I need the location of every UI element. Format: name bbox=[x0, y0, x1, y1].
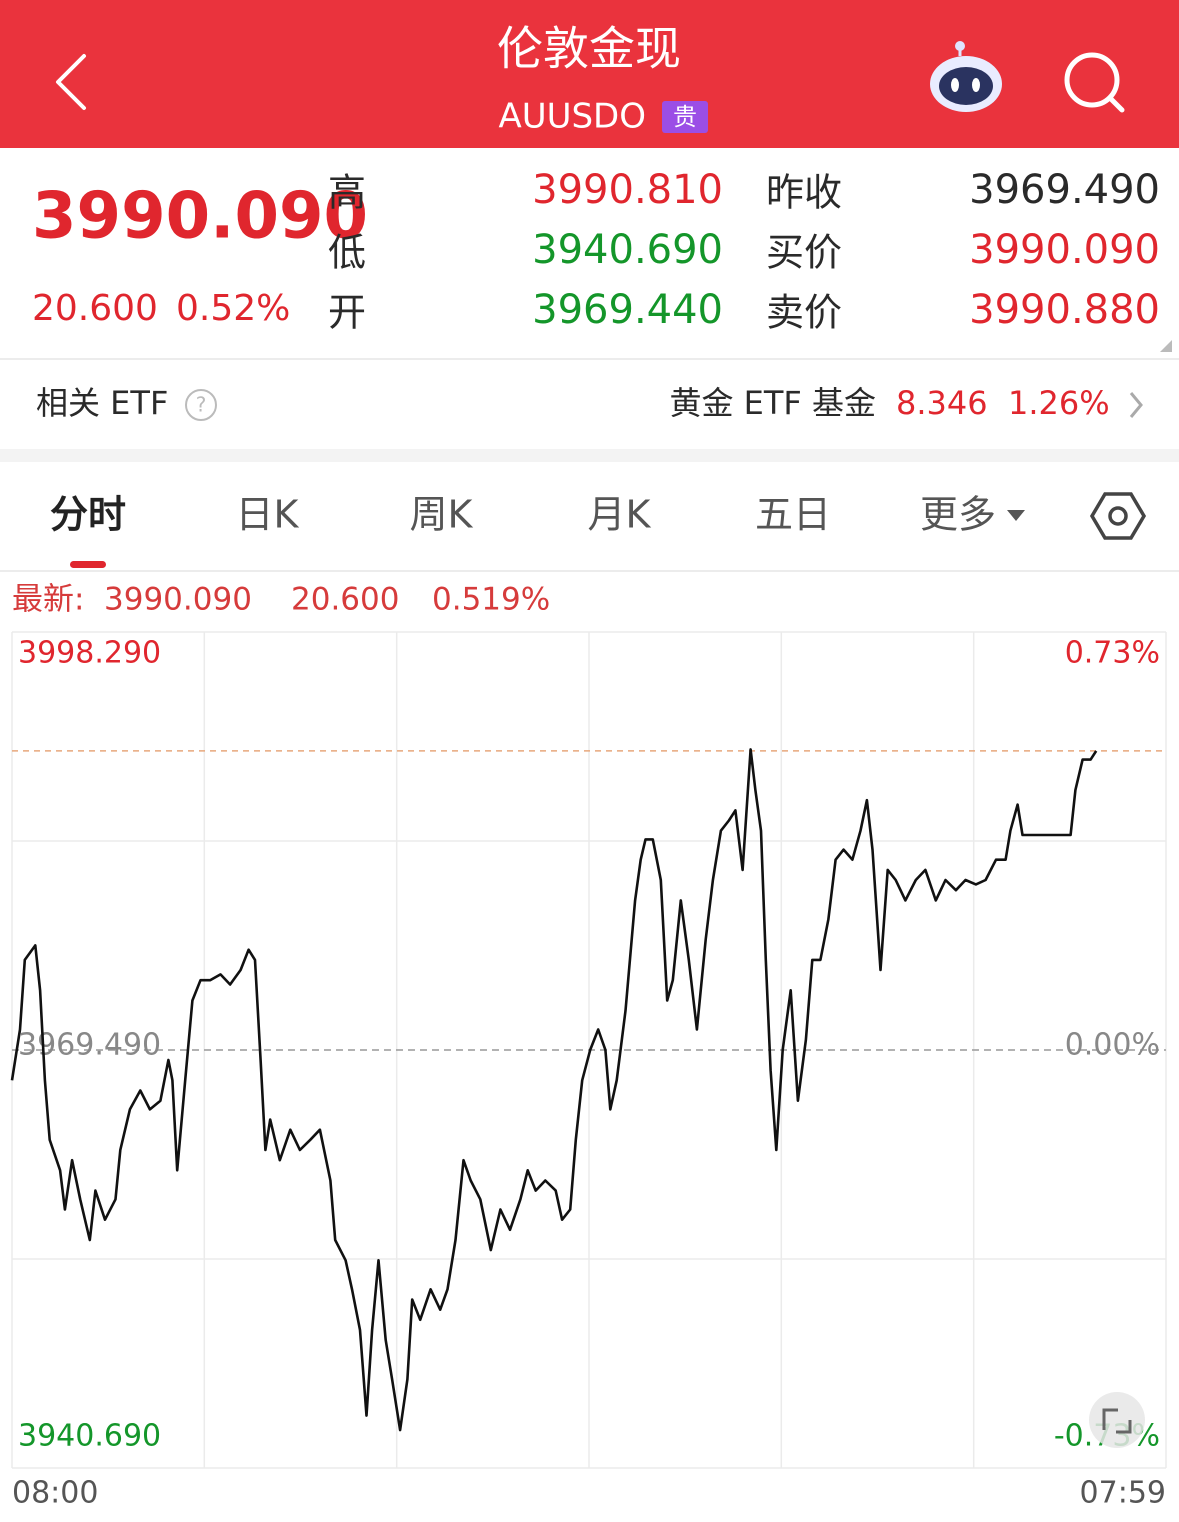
x-tick-label: 07:59 bbox=[1080, 1476, 1166, 1511]
help-icon[interactable]: ? bbox=[185, 389, 217, 421]
header-title: 伦敦金现 bbox=[497, 22, 681, 76]
tab[interactable]: 周K bbox=[410, 493, 474, 537]
stat-label: 卖价 bbox=[766, 291, 842, 335]
stat-label: 买价 bbox=[766, 231, 842, 275]
back-button[interactable] bbox=[56, 54, 86, 110]
tab-active[interactable]: 分时 bbox=[50, 493, 126, 537]
price-change-pct: 0.52% bbox=[176, 288, 290, 329]
robot-icon[interactable] bbox=[930, 41, 1002, 112]
tab[interactable]: 月K bbox=[588, 493, 652, 537]
dropdown-arrow[interactable] bbox=[1007, 510, 1025, 521]
section-gap bbox=[0, 449, 1179, 462]
price-line bbox=[10, 748, 1098, 1432]
latest-change-pct: 0.519% bbox=[432, 582, 550, 618]
stat-value: 3990.090 bbox=[969, 227, 1160, 273]
stat-value: 3940.690 bbox=[532, 227, 723, 273]
stat-value: 3990.880 bbox=[969, 287, 1160, 333]
etf-name[interactable]: 黄金 ETF 基金 bbox=[669, 384, 876, 422]
stat-value: 3969.440 bbox=[532, 287, 723, 333]
price-change: 20.600 bbox=[32, 288, 158, 329]
latest-price: 3990.090 bbox=[104, 582, 252, 618]
intraday-chart: 3940.6903969.4903998.290-0.73%0.00%0.73%… bbox=[10, 631, 1167, 1511]
y-tick-label: 3940.690 bbox=[18, 1419, 161, 1454]
stat-value: 3969.490 bbox=[969, 167, 1160, 213]
etf-price: 8.346 bbox=[896, 384, 988, 422]
y2-tick-label: 0.00% bbox=[1065, 1028, 1160, 1063]
latest-label: 最新: bbox=[12, 582, 84, 618]
expand-corner[interactable] bbox=[1160, 340, 1172, 352]
stat-value: 3990.810 bbox=[532, 167, 723, 213]
header-badge: 贵 bbox=[673, 103, 697, 131]
stat-label: 高 bbox=[328, 171, 366, 215]
stat-label: 昨收 bbox=[766, 171, 842, 215]
header-code: AUUSDO bbox=[498, 97, 646, 137]
search-icon[interactable] bbox=[1064, 52, 1125, 113]
etf-change-pct: 1.26% bbox=[1008, 384, 1110, 422]
badge-bg bbox=[662, 101, 708, 133]
etf-label: 相关 ETF bbox=[36, 384, 168, 422]
fullscreen-button[interactable] bbox=[1089, 1392, 1145, 1448]
stat-label: 开 bbox=[328, 291, 366, 335]
x-tick-label: 08:00 bbox=[12, 1476, 98, 1511]
settings-icon[interactable] bbox=[1089, 492, 1147, 540]
etf-chevron[interactable] bbox=[1129, 392, 1143, 418]
y-tick-label: 3969.490 bbox=[18, 1028, 161, 1063]
tab[interactable]: 日K bbox=[236, 493, 300, 537]
tab-indicator bbox=[70, 561, 106, 568]
y2-tick-label: 0.73% bbox=[1065, 636, 1160, 671]
stat-label: 低 bbox=[328, 231, 366, 275]
tab[interactable]: 更多 bbox=[920, 493, 996, 537]
last-price: 3990.090 bbox=[32, 180, 368, 254]
latest-change: 20.600 bbox=[291, 582, 399, 618]
svg-text:?: ? bbox=[196, 393, 207, 417]
tab[interactable]: 五日 bbox=[755, 493, 831, 537]
y-tick-label: 3998.290 bbox=[18, 636, 161, 671]
